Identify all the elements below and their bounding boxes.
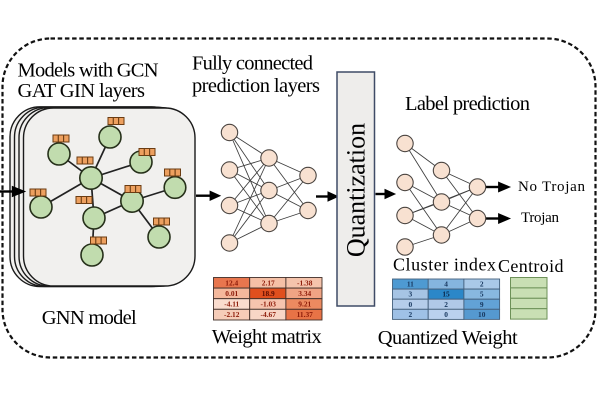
svg-text:Centroid: Centroid: [498, 256, 564, 276]
svg-text:18.9: 18.9: [262, 289, 275, 298]
svg-text:9.21: 9.21: [298, 300, 311, 309]
svg-text:Weight matrix: Weight matrix: [212, 326, 322, 348]
svg-text:15: 15: [442, 290, 450, 299]
svg-text:prediction layers: prediction layers: [192, 75, 320, 97]
svg-text:11.37: 11.37: [297, 310, 314, 319]
svg-text:-4.11: -4.11: [224, 300, 239, 309]
svg-text:Cluster index: Cluster index: [393, 255, 496, 275]
svg-text:3.34: 3.34: [298, 289, 311, 298]
svg-text:0: 0: [444, 310, 448, 319]
svg-text:2: 2: [480, 280, 484, 289]
svg-text:2.17: 2.17: [262, 278, 275, 287]
svg-text:0.01: 0.01: [225, 289, 238, 298]
svg-text:0: 0: [408, 300, 412, 309]
svg-text:Fully connected: Fully connected: [192, 53, 313, 75]
svg-text:Models with GCN: Models with GCN: [18, 60, 159, 82]
svg-text:Quantization: Quantization: [342, 123, 371, 257]
svg-text:Label prediction: Label prediction: [405, 93, 530, 115]
svg-text:5: 5: [480, 290, 484, 299]
svg-text:12.4: 12.4: [225, 278, 238, 287]
svg-text:3: 3: [408, 290, 412, 299]
svg-text:-2.12: -2.12: [224, 310, 240, 319]
svg-text:-1.03: -1.03: [261, 300, 277, 309]
svg-text:-4.67: -4.67: [261, 310, 277, 319]
svg-text:-1.38: -1.38: [297, 278, 313, 287]
svg-text:GAT GIN layers: GAT GIN layers: [18, 80, 146, 102]
svg-text:10: 10: [478, 310, 486, 319]
svg-text:Quantized Weight: Quantized Weight: [378, 327, 518, 349]
svg-text:GNN model: GNN model: [42, 307, 137, 329]
svg-text:No Trojan: No Trojan: [518, 179, 586, 195]
svg-text:9: 9: [480, 300, 484, 309]
svg-text:4: 4: [444, 280, 448, 289]
svg-text:Trojan: Trojan: [521, 210, 560, 226]
svg-text:2: 2: [444, 300, 448, 309]
svg-text:2: 2: [408, 310, 412, 319]
svg-text:11: 11: [407, 280, 414, 289]
